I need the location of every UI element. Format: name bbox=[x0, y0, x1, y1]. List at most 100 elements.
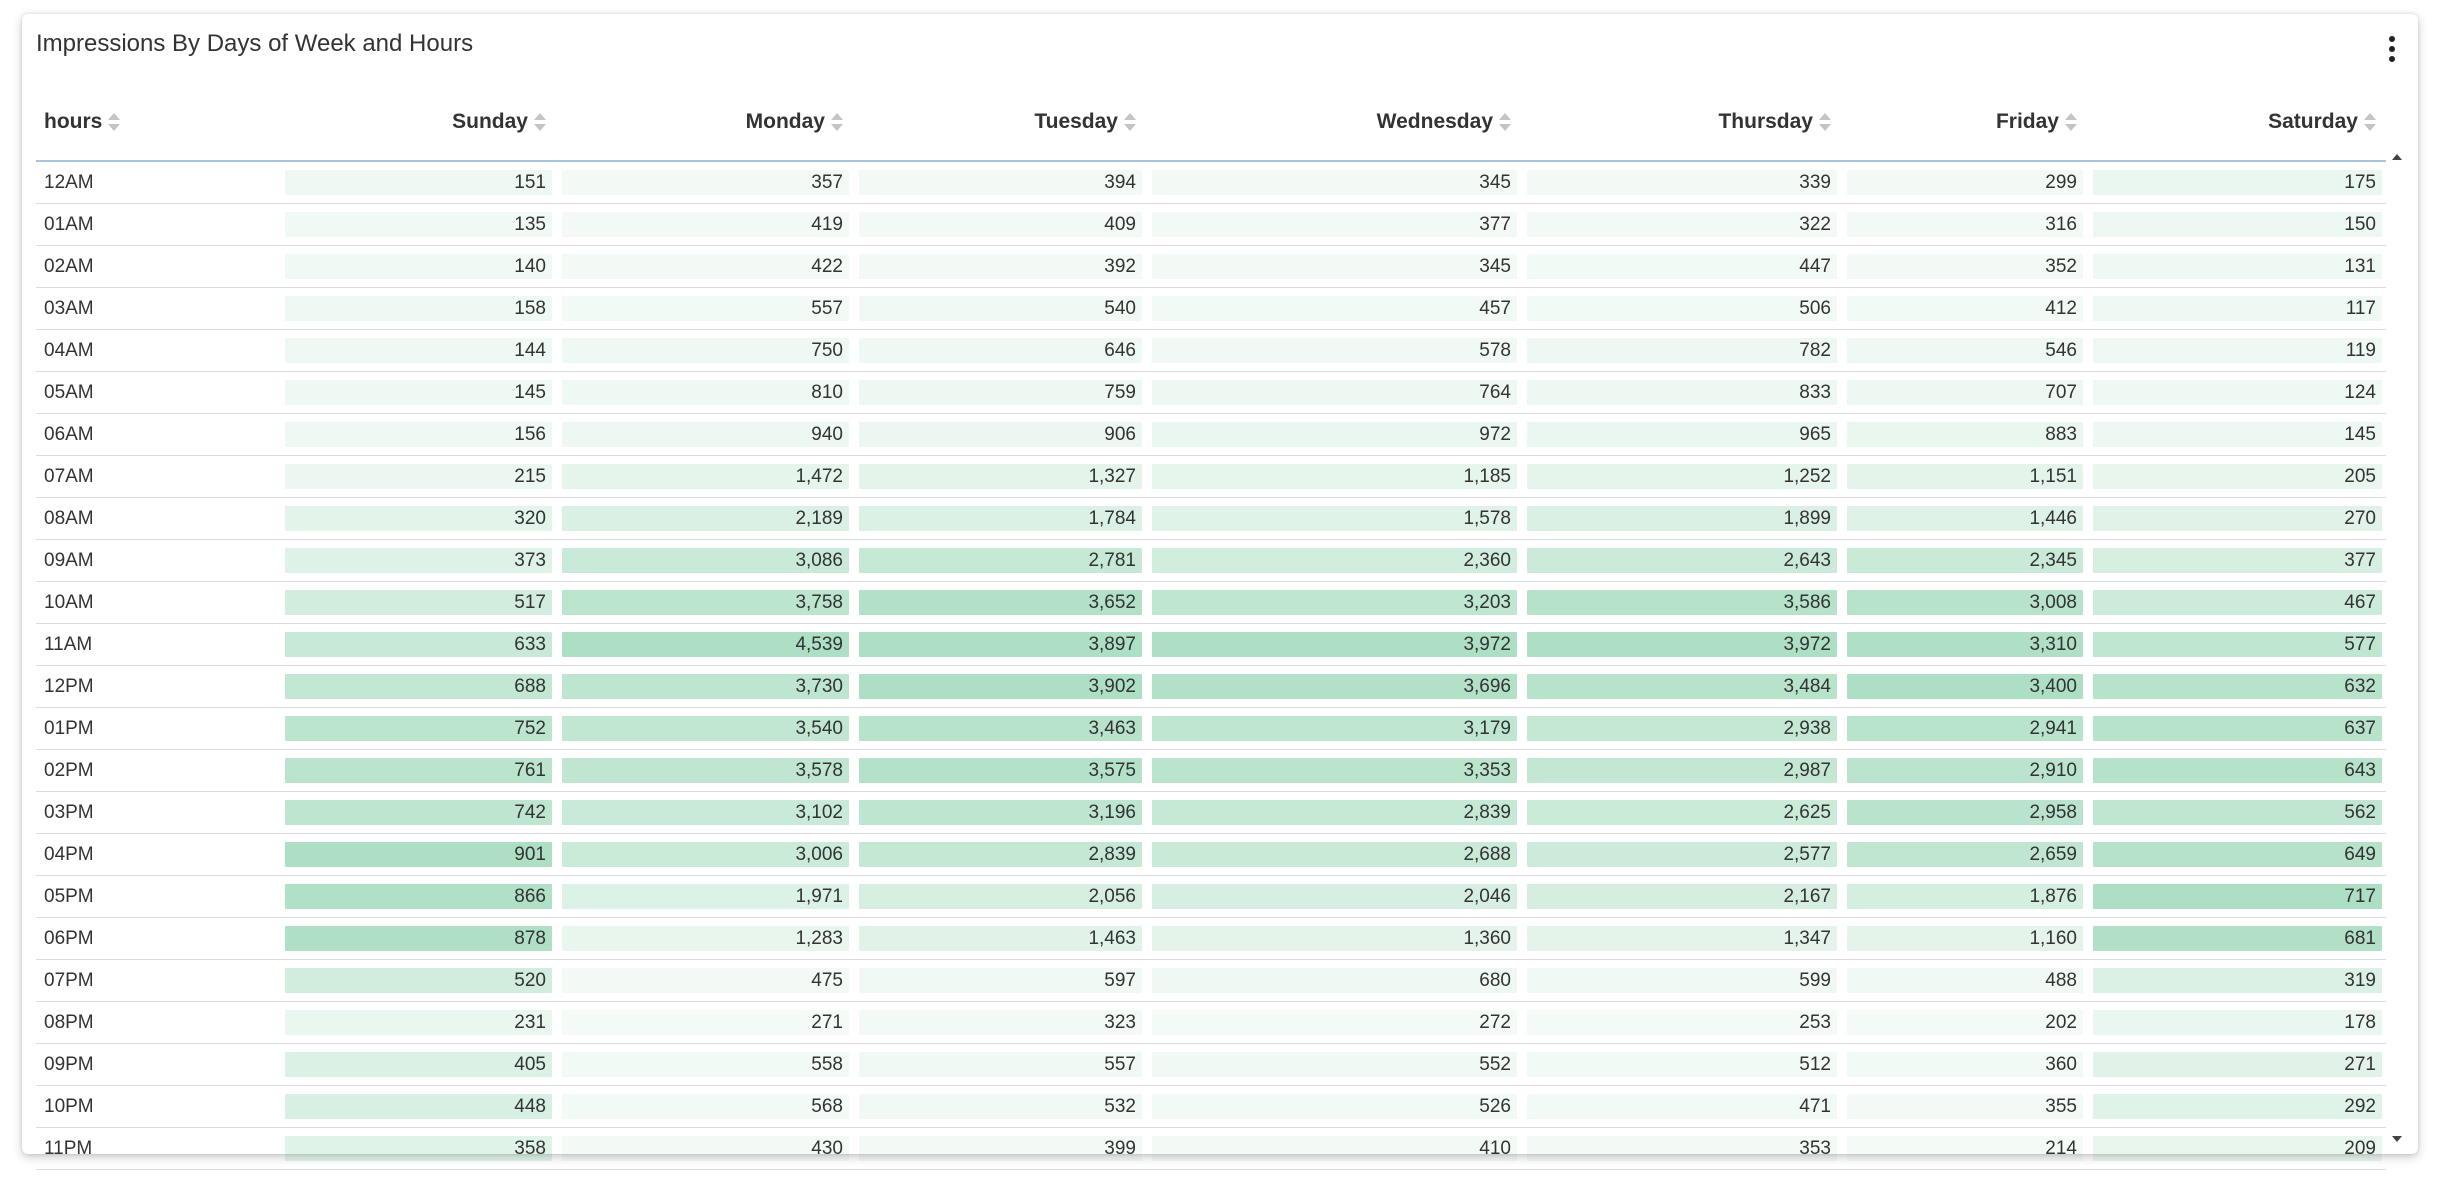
value-label: 471 bbox=[1799, 1095, 1831, 1117]
value-label: 3,484 bbox=[1783, 675, 1831, 697]
hour-cell: 05PM bbox=[36, 875, 279, 918]
value-label: 150 bbox=[2344, 213, 2376, 235]
sort-icon[interactable] bbox=[1499, 112, 1511, 132]
sort-icon[interactable] bbox=[1124, 112, 1136, 132]
value-label: 1,784 bbox=[1088, 507, 1136, 529]
table-row: 01PM 752 3,540 3,463 3,179 2,938 2,941 637 bbox=[36, 707, 2386, 750]
table-row: 09PM 405 558 557 552 512 360 271 bbox=[36, 1043, 2386, 1086]
heat-bar bbox=[1152, 800, 1517, 825]
heat-bar bbox=[1847, 422, 2083, 447]
more-options-icon[interactable] bbox=[2380, 32, 2404, 66]
sort-icon[interactable] bbox=[1819, 112, 1831, 132]
column-header-hours[interactable]: hours bbox=[36, 84, 279, 162]
heat-bar bbox=[285, 1136, 552, 1161]
value-cell: 557 bbox=[556, 287, 853, 330]
sort-icon[interactable] bbox=[2065, 112, 2077, 132]
heat-bar bbox=[1152, 716, 1517, 741]
value-label: 1,463 bbox=[1088, 927, 1136, 949]
value-label: 140 bbox=[514, 255, 546, 277]
value-cell: 339 bbox=[1521, 161, 1841, 204]
hour-cell: 02AM bbox=[36, 245, 279, 288]
heat-bar bbox=[1527, 506, 1837, 531]
table-row: 11AM 633 4,539 3,897 3,972 3,972 3,310 577 bbox=[36, 623, 2386, 666]
heat-bar bbox=[2093, 1010, 2382, 1035]
value-cell: 3,102 bbox=[556, 791, 853, 834]
table-row: 03PM 742 3,102 3,196 2,839 2,625 2,958 562 bbox=[36, 791, 2386, 834]
value-label: 2,839 bbox=[1463, 801, 1511, 823]
value-cell: 3,897 bbox=[853, 623, 1146, 666]
value-cell: 759 bbox=[853, 371, 1146, 414]
heat-bar bbox=[562, 800, 849, 825]
table-row: 03AM 158 557 540 457 506 412 117 bbox=[36, 287, 2386, 330]
heat-bar bbox=[1847, 842, 2083, 867]
column-header-thursday[interactable]: Thursday bbox=[1521, 84, 1841, 162]
value-label: 940 bbox=[811, 423, 843, 445]
value-cell: 1,472 bbox=[556, 455, 853, 498]
sort-icon[interactable] bbox=[2364, 112, 2376, 132]
heat-bar bbox=[1527, 1136, 1837, 1161]
value-label: 377 bbox=[2344, 549, 2376, 571]
table-row: 07PM 520 475 597 680 599 488 319 bbox=[36, 959, 2386, 1002]
scroll-down-icon[interactable] bbox=[2392, 1136, 2402, 1142]
heat-bar bbox=[285, 590, 552, 615]
heat-bar bbox=[562, 548, 849, 573]
value-cell: 231 bbox=[279, 1001, 556, 1044]
column-header-saturday[interactable]: Saturday bbox=[2087, 84, 2386, 162]
sort-icon[interactable] bbox=[108, 112, 121, 132]
column-header-tuesday[interactable]: Tuesday bbox=[853, 84, 1146, 162]
value-label: 145 bbox=[514, 381, 546, 403]
value-label: 253 bbox=[1799, 1011, 1831, 1033]
value-cell: 633 bbox=[279, 623, 556, 666]
heat-bar bbox=[1847, 464, 2083, 489]
value-cell: 419 bbox=[556, 203, 853, 246]
heat-bar bbox=[1152, 338, 1517, 363]
heat-bar bbox=[1847, 254, 2083, 279]
sort-icon[interactable] bbox=[534, 112, 546, 132]
heat-bar bbox=[285, 296, 552, 321]
value-cell: 681 bbox=[2087, 917, 2386, 960]
value-label: 272 bbox=[1479, 1011, 1511, 1033]
value-cell: 3,179 bbox=[1146, 707, 1521, 750]
heat-bar bbox=[1527, 926, 1837, 951]
value-label: 906 bbox=[1104, 423, 1136, 445]
value-label: 643 bbox=[2344, 759, 2376, 781]
sort-icon[interactable] bbox=[831, 112, 843, 132]
value-cell: 272 bbox=[1146, 1001, 1521, 1044]
column-header-sunday[interactable]: Sunday bbox=[279, 84, 556, 162]
heat-bar bbox=[285, 170, 552, 195]
value-cell: 940 bbox=[556, 413, 853, 456]
value-cell: 577 bbox=[2087, 623, 2386, 666]
value-cell: 750 bbox=[556, 329, 853, 372]
value-label: 3,972 bbox=[1783, 633, 1831, 655]
column-header-monday[interactable]: Monday bbox=[556, 84, 853, 162]
value-cell: 562 bbox=[2087, 791, 2386, 834]
table-row: 07AM 215 1,472 1,327 1,185 1,252 1,151 205 bbox=[36, 455, 2386, 498]
heat-bar bbox=[859, 1136, 1142, 1161]
value-cell: 4,539 bbox=[556, 623, 853, 666]
heat-bar bbox=[859, 506, 1142, 531]
heat-bar bbox=[1527, 632, 1837, 657]
value-cell: 649 bbox=[2087, 833, 2386, 876]
heat-bar bbox=[1847, 1094, 2083, 1119]
value-cell: 409 bbox=[853, 203, 1146, 246]
value-cell: 532 bbox=[853, 1085, 1146, 1128]
heat-bar bbox=[1527, 548, 1837, 573]
heat-bar bbox=[562, 1094, 849, 1119]
heat-bar bbox=[859, 590, 1142, 615]
heat-bar bbox=[285, 758, 552, 783]
value-label: 3,730 bbox=[795, 675, 843, 697]
heat-bar bbox=[1152, 842, 1517, 867]
column-header-friday[interactable]: Friday bbox=[1841, 84, 2087, 162]
value-label: 131 bbox=[2344, 255, 2376, 277]
scroll-up-icon[interactable] bbox=[2392, 154, 2402, 160]
column-header-wednesday[interactable]: Wednesday bbox=[1146, 84, 1521, 162]
value-cell: 1,151 bbox=[1841, 455, 2087, 498]
value-cell: 2,056 bbox=[853, 875, 1146, 918]
value-label: 2,781 bbox=[1088, 549, 1136, 571]
value-cell: 3,203 bbox=[1146, 581, 1521, 624]
value-label: 557 bbox=[811, 297, 843, 319]
value-cell: 761 bbox=[279, 749, 556, 792]
hour-cell: 04AM bbox=[36, 329, 279, 372]
value-cell: 373 bbox=[279, 539, 556, 582]
value-cell: 271 bbox=[556, 1001, 853, 1044]
